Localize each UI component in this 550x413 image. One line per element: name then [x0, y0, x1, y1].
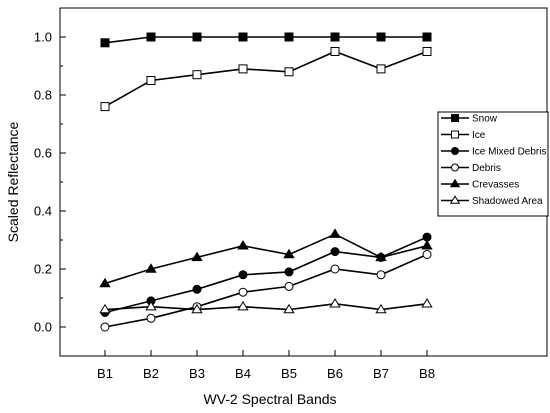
- legend-label: Shadowed Area: [472, 196, 543, 207]
- data-point: [191, 251, 203, 262]
- data-point: [329, 298, 341, 308]
- data-point: [375, 251, 387, 262]
- data-point: [329, 228, 341, 238]
- y-tick-label: 0.0: [34, 320, 52, 335]
- series-line: [104, 236, 428, 314]
- series-ice: [100, 47, 432, 112]
- x-tick-label: B4: [235, 366, 251, 381]
- legend-label: Ice: [472, 130, 486, 141]
- data-point: [192, 284, 202, 294]
- data-point: [421, 240, 433, 250]
- series-line: [104, 253, 428, 328]
- x-tick-label: B6: [327, 366, 343, 381]
- series-snow: [100, 32, 432, 48]
- x-tick-label: B7: [373, 366, 389, 381]
- legend-marker: [451, 130, 459, 139]
- data-point: [238, 32, 248, 42]
- legend: Snow Ice Ice Mixed Debris Debris Crevasses Sh…: [437, 111, 549, 217]
- data-point: [99, 303, 111, 314]
- series-layer: [99, 32, 433, 332]
- series-line: [104, 233, 428, 285]
- legend-marker: [451, 163, 459, 172]
- y-axis-title: Scaled Reflectance: [5, 121, 21, 242]
- x-axis-ticks: B1 B2 B3 B4 B5 B6 B7 B8: [97, 350, 435, 381]
- data-point: [192, 32, 202, 42]
- series-ice-mixed-debris: [100, 232, 432, 317]
- series-line: [104, 50, 428, 108]
- legend-marker: [451, 147, 459, 155]
- data-point: [237, 300, 249, 311]
- data-point: [330, 47, 340, 56]
- data-point: [284, 67, 294, 77]
- data-point: [284, 32, 294, 42]
- data-point: [422, 250, 432, 259]
- data-point: [422, 47, 432, 56]
- data-point: [192, 70, 202, 80]
- series-crevasses: [99, 228, 433, 288]
- data-point: [421, 298, 433, 308]
- x-tick-label: B2: [143, 366, 159, 381]
- series-shadowed-area: [99, 298, 433, 314]
- x-tick-label: B5: [281, 366, 297, 381]
- data-point: [283, 303, 295, 314]
- x-axis-title: WV-2 Spectral Bands: [203, 391, 336, 407]
- data-point: [237, 240, 249, 250]
- y-tick-label: 0.6: [34, 146, 52, 161]
- data-point: [146, 313, 156, 323]
- data-point: [191, 303, 203, 314]
- data-point: [100, 322, 110, 332]
- data-point: [238, 287, 248, 297]
- legend-entry: Ice Mixed Debris: [441, 147, 546, 158]
- x-tick-label: B1: [97, 366, 113, 381]
- legend-marker: [449, 195, 461, 204]
- data-point: [145, 263, 157, 273]
- legend-entry: Crevasses: [441, 178, 519, 191]
- data-point: [100, 102, 110, 112]
- series-debris: [100, 250, 432, 332]
- data-point: [238, 64, 248, 74]
- y-tick-label: 0.4: [34, 204, 52, 219]
- data-point: [376, 64, 386, 74]
- legend-entry: Debris: [441, 163, 501, 174]
- data-point: [146, 76, 156, 85]
- data-point: [376, 270, 386, 280]
- data-point: [283, 248, 295, 259]
- data-point: [145, 300, 157, 311]
- series-line: [104, 302, 428, 311]
- y-tick-label: 0.2: [34, 262, 52, 277]
- data-point: [330, 32, 340, 42]
- data-point: [99, 277, 111, 288]
- legend-entry: Shadowed Area: [441, 195, 543, 207]
- x-tick-label: B8: [419, 366, 435, 381]
- data-point: [284, 281, 294, 291]
- data-point: [422, 32, 432, 42]
- data-point: [238, 270, 248, 280]
- data-point: [330, 264, 340, 274]
- data-point: [375, 303, 387, 314]
- y-tick-label: 1.0: [34, 30, 52, 45]
- legend-entry: Ice: [441, 130, 486, 141]
- legend-label: Crevasses: [472, 180, 519, 191]
- data-point: [284, 267, 294, 277]
- x-tick-label: B3: [189, 366, 205, 381]
- legend-label: Debris: [472, 163, 501, 174]
- legend-label: Ice Mixed Debris: [472, 147, 546, 158]
- data-point: [330, 247, 340, 257]
- legend-marker: [451, 114, 459, 122]
- y-axis-ticks: 0.0 0.2 0.4 0.6 0.8 1.0: [34, 30, 66, 335]
- y-tick-label: 0.8: [34, 88, 52, 103]
- data-point: [100, 38, 110, 48]
- data-point: [146, 32, 156, 42]
- data-point: [376, 32, 386, 42]
- series-line: [104, 36, 427, 44]
- legend-marker: [449, 178, 461, 188]
- data-point: [422, 232, 432, 242]
- legend-entry: Snow: [441, 114, 498, 125]
- legend-label: Snow: [472, 114, 498, 125]
